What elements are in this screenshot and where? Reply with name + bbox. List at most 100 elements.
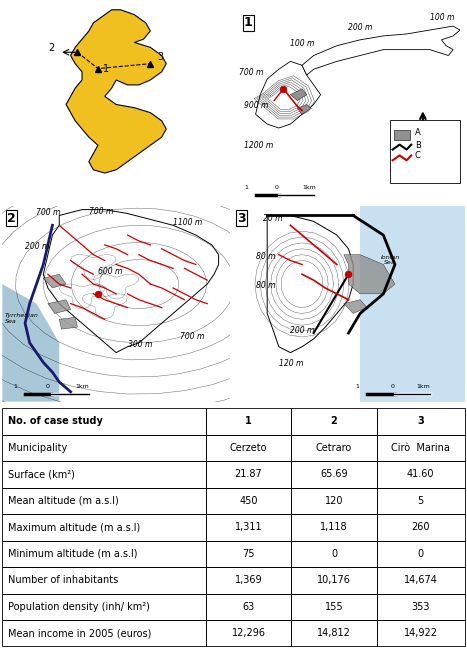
- Bar: [390, 120, 460, 183]
- Bar: [377, 567, 465, 594]
- Text: 200 m: 200 m: [290, 326, 315, 335]
- Bar: [206, 620, 291, 646]
- Text: 1200 m: 1200 m: [244, 140, 273, 150]
- Bar: [291, 567, 377, 594]
- Text: 20 m: 20 m: [262, 214, 282, 223]
- Text: 0: 0: [390, 384, 394, 389]
- Text: 260: 260: [411, 522, 430, 532]
- Text: 300 m: 300 m: [127, 340, 152, 349]
- Bar: [394, 130, 410, 140]
- Text: 1: 1: [244, 16, 253, 29]
- Text: Population density (inh/ km²): Population density (inh/ km²): [8, 602, 150, 612]
- Bar: [2, 488, 206, 514]
- Polygon shape: [43, 210, 219, 353]
- Text: 80 m: 80 m: [255, 281, 275, 290]
- Text: 700 m: 700 m: [180, 332, 204, 341]
- Polygon shape: [48, 300, 71, 313]
- Text: Ionian
Sea: Ionian Sea: [381, 255, 400, 266]
- Text: 200 m: 200 m: [25, 242, 50, 251]
- Text: 1: 1: [14, 384, 18, 389]
- Text: Municipality: Municipality: [8, 443, 67, 453]
- Bar: [377, 514, 465, 541]
- Text: 75: 75: [242, 549, 255, 559]
- Bar: [206, 408, 291, 435]
- Text: 5: 5: [417, 496, 424, 506]
- Text: A: A: [415, 129, 420, 137]
- Text: N: N: [418, 132, 426, 142]
- Text: 3: 3: [417, 417, 424, 426]
- Text: Mean altitude (m a.s.l): Mean altitude (m a.s.l): [8, 496, 119, 506]
- Bar: [206, 541, 291, 567]
- Bar: [291, 435, 377, 461]
- Text: Tyrrhenian
Sea: Tyrrhenian Sea: [5, 313, 38, 325]
- Text: C: C: [415, 151, 421, 161]
- Text: 1km: 1km: [302, 185, 316, 190]
- Text: 10,176: 10,176: [317, 575, 351, 585]
- Polygon shape: [43, 274, 66, 288]
- Text: 700 m: 700 m: [36, 208, 61, 217]
- Bar: [2, 541, 206, 567]
- Text: B: B: [415, 140, 421, 150]
- Text: 900 m: 900 m: [244, 101, 269, 110]
- Polygon shape: [302, 26, 460, 75]
- Bar: [2, 408, 206, 435]
- Text: 1: 1: [103, 64, 109, 74]
- Polygon shape: [360, 206, 465, 402]
- Text: 12,296: 12,296: [232, 628, 266, 638]
- Polygon shape: [59, 317, 78, 329]
- Text: 1100 m: 1100 m: [173, 218, 202, 227]
- Bar: [291, 461, 377, 488]
- Text: 700 m: 700 m: [89, 206, 113, 215]
- Polygon shape: [2, 284, 59, 402]
- Polygon shape: [66, 10, 166, 173]
- Bar: [291, 488, 377, 514]
- Text: 1,369: 1,369: [235, 575, 262, 585]
- Text: No. of case study: No. of case study: [8, 417, 103, 426]
- Bar: [291, 408, 377, 435]
- Bar: [206, 461, 291, 488]
- Text: Maximum altitude (m a.s.l): Maximum altitude (m a.s.l): [8, 522, 140, 532]
- Text: 14,674: 14,674: [404, 575, 438, 585]
- Bar: [206, 435, 291, 461]
- Text: 1: 1: [244, 185, 248, 190]
- Bar: [206, 567, 291, 594]
- Polygon shape: [267, 215, 353, 353]
- Text: 100 m: 100 m: [430, 13, 454, 22]
- Bar: [2, 514, 206, 541]
- Text: 1: 1: [355, 384, 359, 389]
- Text: 600 m: 600 m: [98, 267, 122, 276]
- Bar: [2, 594, 206, 620]
- Text: 120: 120: [325, 496, 343, 506]
- Text: Surface (km²): Surface (km²): [8, 470, 75, 479]
- Bar: [291, 594, 377, 620]
- Polygon shape: [255, 61, 321, 128]
- Bar: [377, 541, 465, 567]
- Bar: [206, 488, 291, 514]
- Text: 0: 0: [417, 549, 424, 559]
- Text: 41.60: 41.60: [407, 470, 434, 479]
- Text: 700 m: 700 m: [239, 68, 264, 77]
- Text: 450: 450: [239, 496, 258, 506]
- Bar: [2, 461, 206, 488]
- Bar: [2, 435, 206, 461]
- Text: 353: 353: [411, 602, 430, 612]
- Text: 1,311: 1,311: [235, 522, 262, 532]
- Text: 0: 0: [331, 549, 337, 559]
- Text: 63: 63: [242, 602, 255, 612]
- Text: Number of inhabitants: Number of inhabitants: [8, 575, 118, 585]
- Text: Cetraro: Cetraro: [316, 443, 352, 453]
- Text: Cirò  Marina: Cirò Marina: [391, 443, 450, 453]
- Bar: [291, 541, 377, 567]
- Text: 0: 0: [274, 185, 278, 190]
- Text: 14,812: 14,812: [317, 628, 351, 638]
- Text: Mean income in 2005 (euros): Mean income in 2005 (euros): [8, 628, 151, 638]
- Bar: [206, 514, 291, 541]
- Polygon shape: [344, 255, 395, 294]
- Text: Minimum altitude (m a.s.l): Minimum altitude (m a.s.l): [8, 549, 137, 559]
- Polygon shape: [297, 104, 311, 114]
- Text: 3: 3: [237, 212, 246, 225]
- Text: 120 m: 120 m: [279, 359, 303, 368]
- Polygon shape: [290, 89, 307, 101]
- Text: 1: 1: [245, 417, 252, 426]
- Bar: [377, 488, 465, 514]
